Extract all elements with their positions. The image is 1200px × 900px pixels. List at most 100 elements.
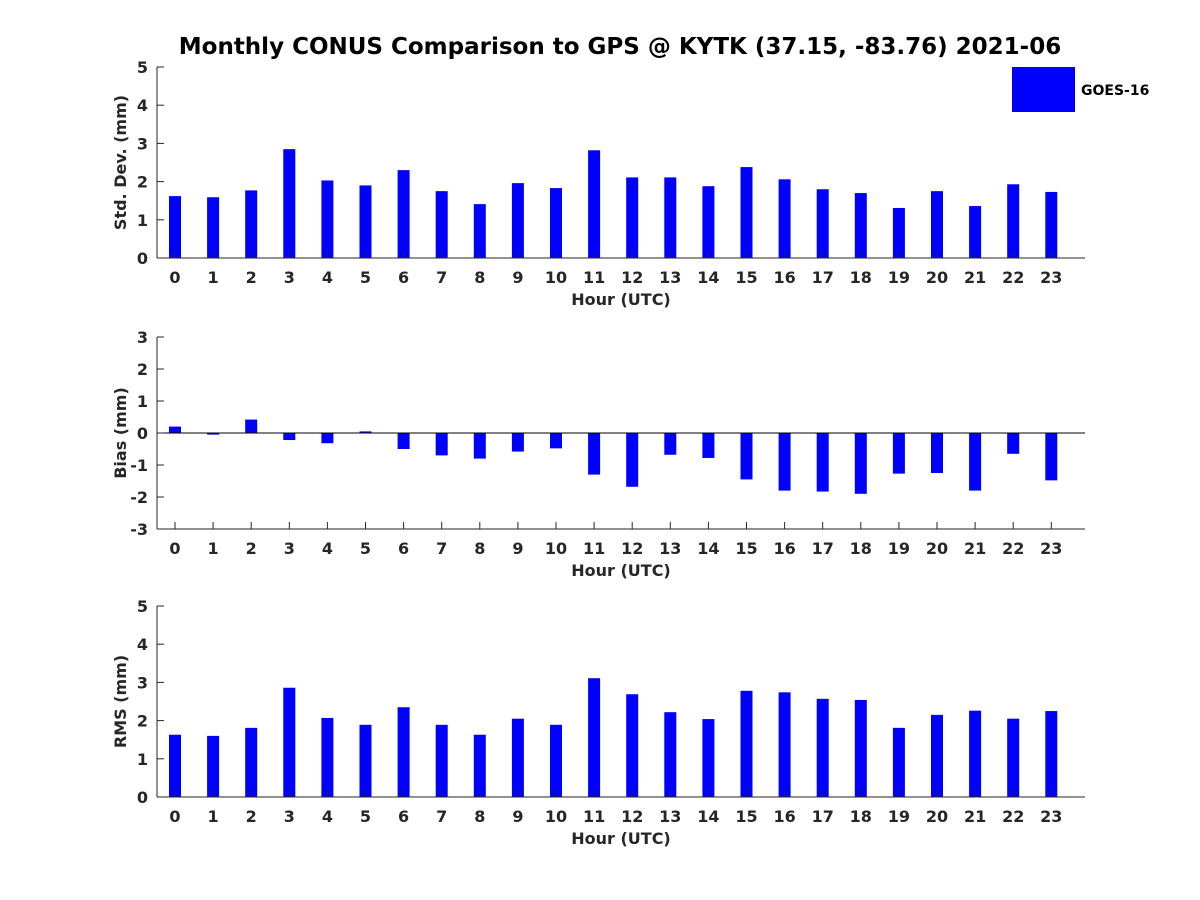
y-tick-label-std-dev: 2 (137, 173, 148, 192)
panel-rms-xlabel: Hour (UTC) (571, 829, 671, 848)
bar-bias-hour-15 (740, 433, 753, 480)
x-tick-label-rms: 9 (512, 807, 523, 826)
bar-rms-hour-7 (435, 724, 448, 797)
bar-bias-hour-12 (626, 433, 639, 487)
x-tick-label-bias: 15 (735, 539, 757, 558)
bar-std-dev-hour-14 (702, 186, 715, 258)
bar-rms-hour-11 (588, 678, 601, 797)
bar-std-dev-hour-12 (626, 177, 639, 258)
bar-bias-hour-8 (473, 433, 486, 459)
bar-rms-hour-2 (245, 727, 258, 797)
bar-rms-hour-21 (969, 710, 982, 797)
bar-rms-hour-0 (169, 734, 181, 797)
x-tick-label-bias: 16 (773, 539, 795, 558)
panel-rms-ylabel: RMS (mm) (111, 655, 130, 748)
panel-bias-xlabel: Hour (UTC) (571, 561, 671, 580)
x-tick-label-bias: 14 (697, 539, 719, 558)
x-tick-label-rms: 14 (697, 807, 719, 826)
bar-std-dev-hour-11 (588, 150, 601, 258)
x-tick-label-std-dev: 1 (208, 268, 219, 287)
bar-rms-hour-17 (816, 698, 829, 797)
bar-std-dev-hour-1 (207, 197, 220, 258)
bar-std-dev-hour-5 (359, 185, 372, 258)
x-tick-label-rms: 1 (208, 807, 219, 826)
y-tick-label-rms: 1 (137, 750, 148, 769)
bar-std-dev-hour-22 (1007, 184, 1020, 258)
x-tick-label-bias: 5 (360, 539, 371, 558)
x-tick-label-std-dev: 4 (322, 268, 333, 287)
bar-rms-hour-1 (207, 735, 220, 797)
panel-std-dev-xlabel: Hour (UTC) (571, 290, 671, 309)
x-tick-label-bias: 22 (1002, 539, 1024, 558)
x-tick-label-std-dev: 13 (659, 268, 681, 287)
bar-std-dev-hour-20 (931, 191, 943, 258)
bar-std-dev-hour-19 (892, 207, 905, 258)
x-tick-label-rms: 10 (545, 807, 567, 826)
x-tick-label-bias: 7 (436, 539, 447, 558)
y-tick-label-bias: -1 (130, 456, 148, 475)
bar-std-dev-hour-6 (397, 170, 410, 258)
bar-rms-hour-13 (664, 712, 677, 797)
x-tick-label-rms: 17 (812, 807, 834, 826)
bar-std-dev-hour-3 (283, 149, 296, 258)
x-tick-label-std-dev: 21 (964, 268, 986, 287)
x-tick-label-rms: 0 (169, 807, 180, 826)
bar-rms-hour-10 (550, 724, 562, 797)
panel-bias-ylabel: Bias (mm) (111, 387, 130, 479)
x-tick-label-std-dev: 6 (398, 268, 409, 287)
bar-bias-hour-6 (397, 433, 410, 449)
bar-std-dev-hour-2 (245, 190, 258, 258)
x-tick-label-rms: 4 (322, 807, 333, 826)
x-tick-label-bias: 8 (474, 539, 485, 558)
x-tick-label-std-dev: 3 (284, 268, 295, 287)
x-tick-label-std-dev: 5 (360, 268, 371, 287)
y-tick-label-bias: 0 (137, 424, 148, 443)
bar-rms-hour-14 (702, 719, 715, 797)
bar-rms-hour-15 (740, 690, 753, 797)
x-tick-label-rms: 23 (1040, 807, 1062, 826)
x-tick-label-rms: 16 (773, 807, 795, 826)
bar-bias-hour-3 (283, 433, 296, 441)
bar-rms-hour-19 (892, 727, 905, 797)
x-tick-label-bias: 3 (284, 539, 295, 558)
x-tick-label-bias: 23 (1040, 539, 1062, 558)
bar-rms-hour-4 (321, 717, 334, 797)
x-tick-label-std-dev: 23 (1040, 268, 1062, 287)
y-tick-label-std-dev: 4 (137, 96, 148, 115)
bar-std-dev-hour-18 (854, 193, 867, 258)
x-tick-label-bias: 20 (926, 539, 948, 558)
bar-bias-hour-7 (435, 433, 448, 456)
x-tick-label-bias: 2 (246, 539, 257, 558)
bar-std-dev-hour-15 (740, 167, 753, 258)
bar-std-dev-hour-13 (664, 177, 677, 258)
bar-std-dev-hour-8 (473, 204, 486, 258)
bar-bias-hour-5 (359, 431, 372, 433)
bar-rms-hour-23 (1045, 711, 1058, 797)
x-tick-label-std-dev: 9 (512, 268, 523, 287)
bar-bias-hour-9 (511, 433, 524, 452)
y-tick-label-std-dev: 0 (137, 249, 148, 268)
bar-std-dev-hour-23 (1045, 191, 1058, 258)
y-tick-label-rms: 0 (137, 788, 148, 807)
bar-bias-hour-0 (169, 426, 181, 433)
x-tick-label-rms: 22 (1002, 807, 1024, 826)
bar-rms-hour-22 (1007, 718, 1020, 797)
x-tick-label-std-dev: 8 (474, 268, 485, 287)
y-tick-label-std-dev: 5 (137, 58, 148, 77)
x-tick-label-rms: 18 (850, 807, 872, 826)
bar-bias-hour-11 (588, 433, 601, 475)
x-tick-label-std-dev: 16 (773, 268, 795, 287)
x-tick-label-rms: 11 (583, 807, 605, 826)
x-tick-label-bias: 11 (583, 539, 605, 558)
x-tick-label-std-dev: 10 (545, 268, 567, 287)
bar-rms-hour-3 (283, 687, 296, 797)
chart-title: Monthly CONUS Comparison to GPS @ KYTK (… (179, 34, 1061, 60)
x-tick-label-std-dev: 11 (583, 268, 605, 287)
x-tick-label-bias: 12 (621, 539, 643, 558)
bar-rms-hour-5 (359, 724, 372, 797)
x-tick-label-std-dev: 18 (850, 268, 872, 287)
x-tick-label-bias: 21 (964, 539, 986, 558)
